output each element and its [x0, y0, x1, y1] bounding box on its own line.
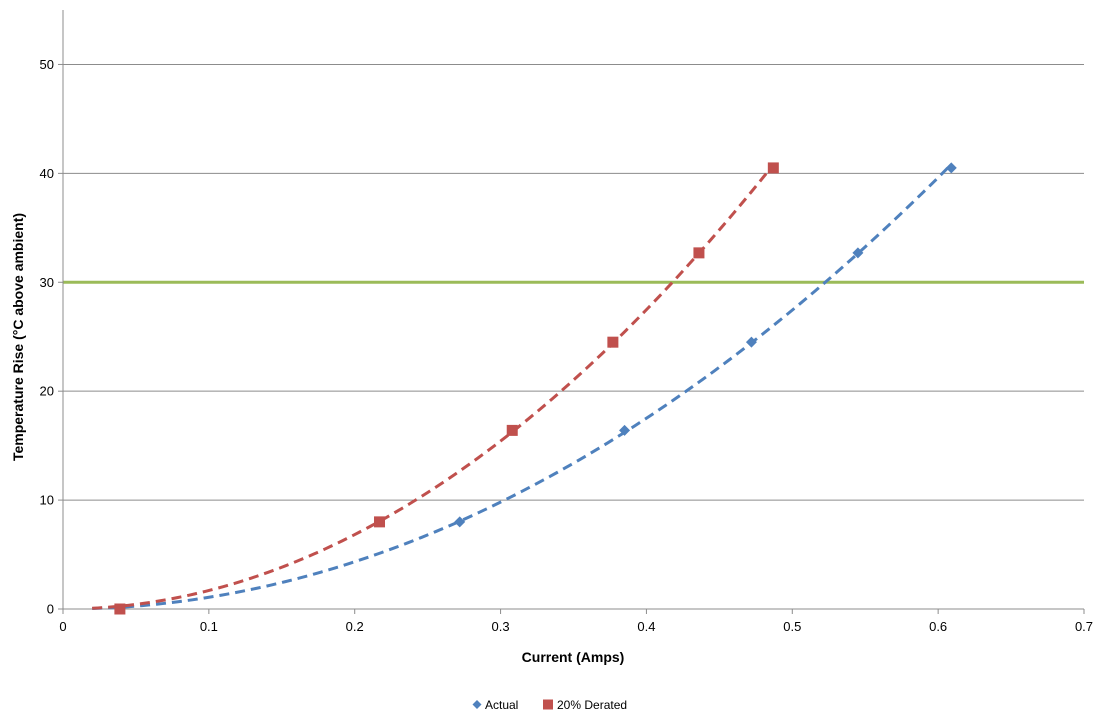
y-tick-label: 10	[40, 493, 54, 508]
data-point-actual	[454, 516, 466, 528]
x-tick-label: 0	[59, 619, 66, 634]
y-tick-label: 40	[40, 166, 54, 181]
legend-marker-actual	[472, 700, 482, 709]
data-point-derated	[607, 336, 619, 348]
tick-labels: 0 10 20 30 40 50 0 0.1 0.2 0.3 0.4 0.5 0.6 0.7	[40, 57, 1094, 634]
legend-label-derated: 20% Derated	[557, 698, 627, 712]
data-point-actual	[945, 162, 957, 174]
trendlines	[92, 163, 953, 611]
trendline-series-1	[92, 163, 775, 610]
legend: Actual 20% Derated	[472, 698, 627, 712]
data-point-derated	[767, 162, 779, 174]
data-point-derated	[506, 424, 518, 436]
data-markers	[114, 162, 957, 615]
x-tick-label: 0.7	[1075, 619, 1093, 634]
x-tick-label: 0.3	[492, 619, 510, 634]
x-tick-label: 0.6	[929, 619, 947, 634]
x-tick-label: 0.4	[637, 619, 655, 634]
legend-marker-derated	[543, 699, 553, 710]
trendline-series-0	[92, 163, 953, 611]
x-axis-title: Current (Amps)	[522, 649, 625, 665]
y-axis-title: Temperature Rise (°C above ambient)	[10, 213, 26, 461]
data-point-derated	[693, 247, 705, 259]
data-point-actual	[852, 247, 864, 259]
legend-label-actual: Actual	[485, 698, 518, 712]
data-point-actual	[619, 424, 631, 436]
y-tick-label: 30	[40, 275, 54, 290]
data-point-derated	[374, 516, 386, 528]
x-tick-label: 0.5	[783, 619, 801, 634]
y-tick-label: 20	[40, 384, 54, 399]
data-point-derated	[114, 603, 126, 615]
x-tick-label: 0.1	[200, 619, 218, 634]
axes	[58, 10, 1085, 614]
y-tick-label: 50	[40, 57, 54, 72]
data-point-actual	[745, 336, 757, 348]
x-tick-label: 0.2	[346, 619, 364, 634]
y-tick-label: 0	[47, 602, 54, 617]
